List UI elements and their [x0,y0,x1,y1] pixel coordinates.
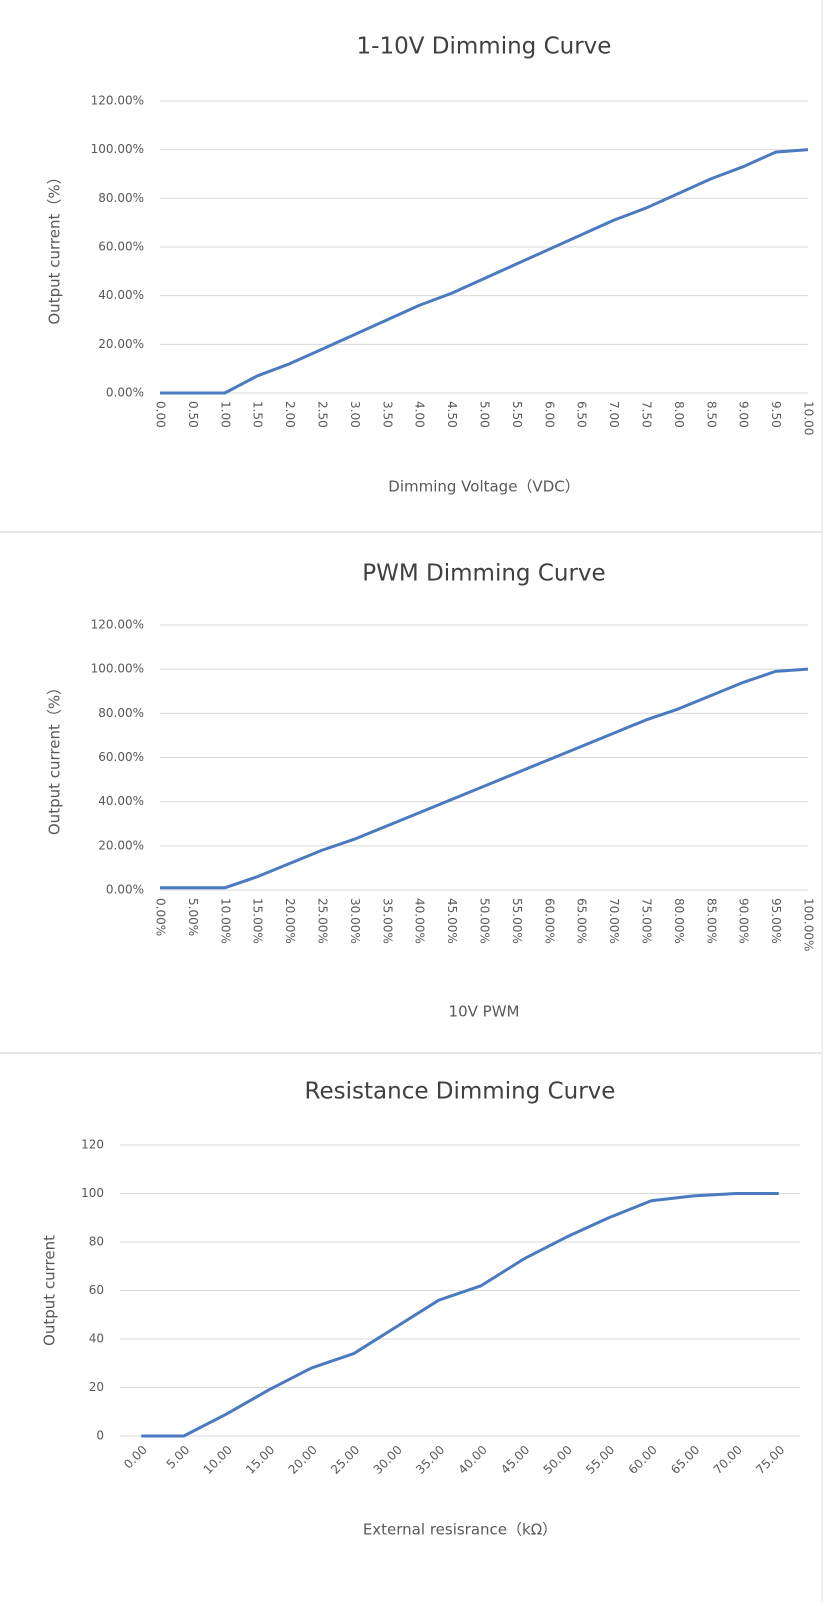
line [160,667,809,890]
y-tick-label: 60.00% [98,750,144,764]
x-tick-label: 40.00 [456,1443,490,1477]
y-tick-label: 40.00% [98,794,144,808]
y-tick-label: 20.00% [98,337,144,351]
x-tick-label: 10.00 [802,401,816,435]
x-tick-label: 45.00 [498,1443,532,1477]
x-tick-label: 65.00% [575,898,589,944]
x-tick-label: 8.00 [672,401,686,428]
x-axis-title: Dimming Voltage（VDC） [388,478,579,496]
y-axis-title: Output current [41,1235,59,1346]
x-tick-label: 4.00 [413,401,427,428]
y-tick-label: 100.00% [91,662,144,676]
y-tick-label: 20.00% [98,838,144,852]
y-tick-label: 0 [96,1429,104,1443]
y-tick-label: 80.00% [98,191,144,205]
line [160,148,809,395]
x-tick-label: 3.50 [380,401,394,428]
x-tick-label: 5.00 [478,401,492,428]
x-tick-label: 3.00 [348,401,362,428]
x-tick-label: 30.00% [348,898,362,944]
x-tick-label: 60.00 [626,1443,660,1477]
x-tick-label: 2.50 [316,401,330,428]
x-tick-label: 50.00% [478,898,492,944]
x-tick-label: 80.00% [672,898,686,944]
x-tick-label: 9.50 [769,401,783,428]
x-tick-label: 0.50 [186,401,200,428]
y-tick-label: 0.00% [106,883,144,897]
x-tick-label: 6.00 [542,401,556,428]
x-tick-label: 1.00 [218,401,232,428]
x-tick-label: 5.50 [510,401,524,428]
x-tick-label: 9.00 [737,401,751,428]
x-tick-label: 45.00% [445,898,459,944]
y-tick-label: 100.00% [91,142,144,156]
x-tick-label: 55.00 [583,1443,617,1477]
y-tick-label: 20 [89,1380,104,1394]
x-tick-label: 7.00 [607,401,621,428]
x-tick-label: 70.00 [711,1443,745,1477]
y-axis-title: Output current（%） [46,169,64,324]
x-tick-label: 85.00% [704,898,718,944]
x-tick-label: 4.50 [445,401,459,428]
x-tick-label: 35.00% [380,898,394,944]
chart-title: PWM Dimming Curve [362,561,605,587]
y-tick-label: 120 [81,1138,104,1152]
x-tick-label: 0.00 [121,1443,150,1472]
x-tick-label: 30.00 [371,1443,405,1477]
x-tick-label: 15.00 [243,1443,277,1477]
x-tick-label: 0.00% [154,898,168,936]
x-tick-label: 100.00% [802,898,816,951]
line [141,1192,779,1438]
chart-title: 1-10V Dimming Curve [357,34,612,60]
x-tick-label: 10.00 [201,1443,235,1477]
x-tick-label: 75.00% [640,898,654,944]
y-tick-label: 60 [89,1283,104,1297]
x-tick-label: 2.00 [283,401,297,428]
x-tick-label: 60.00% [542,898,556,944]
x-tick-label: 95.00% [769,898,783,944]
y-tick-label: 120.00% [91,618,144,632]
y-tick-label: 120.00% [91,94,144,108]
y-axis-title: Output current（%） [46,680,64,835]
x-tick-label: 10.00% [218,898,232,944]
x-axis-title: External resisrance（kΩ） [363,1521,557,1539]
x-tick-label: 20.00 [286,1443,320,1477]
x-tick-label: 70.00% [607,898,621,944]
x-tick-label: 1.50 [251,401,265,428]
x-tick-label: 5.00% [186,898,200,936]
y-tick-label: 40 [89,1332,104,1346]
x-tick-label: 25.00% [316,898,330,944]
x-tick-label: 40.00% [413,898,427,944]
x-tick-label: 65.00 [668,1443,702,1477]
x-tick-label: 0.00 [154,401,168,428]
x-tick-label: 8.50 [704,401,718,428]
y-tick-label: 80 [89,1235,104,1249]
x-tick-label: 7.50 [640,401,654,428]
x-tick-label: 15.00% [251,898,265,944]
y-tick-label: 0.00% [106,386,144,400]
y-tick-label: 100 [81,1186,104,1200]
x-axis-title: 10V PWM [449,1003,520,1021]
y-tick-label: 60.00% [98,240,144,254]
y-tick-label: 40.00% [98,288,144,302]
y-tick-label: 80.00% [98,706,144,720]
x-tick-label: 5.00 [164,1443,193,1472]
x-tick-label: 20.00% [283,898,297,944]
x-tick-label: 55.00% [510,898,524,944]
x-tick-label: 50.00 [541,1443,575,1477]
chart-title: Resistance Dimming Curve [305,1079,616,1105]
x-tick-label: 6.50 [575,401,589,428]
x-tick-label: 35.00 [413,1443,447,1477]
x-tick-label: 75.00 [753,1443,787,1477]
x-tick-label: 90.00% [737,898,751,944]
x-tick-label: 25.00 [328,1443,362,1477]
